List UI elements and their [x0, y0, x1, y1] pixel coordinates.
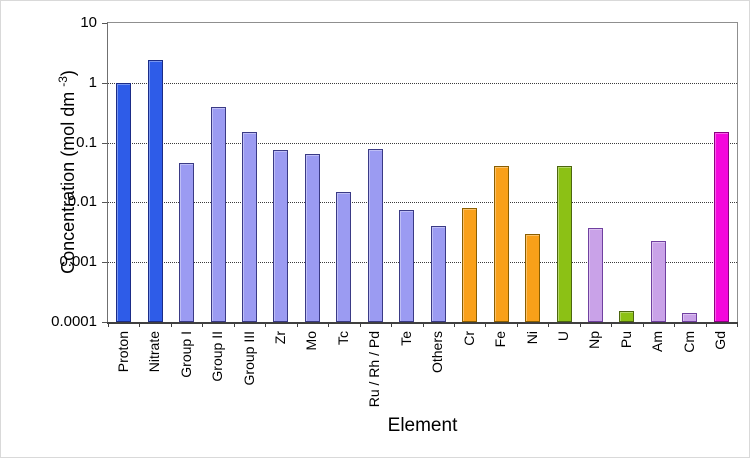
- x-tick-mark: [485, 323, 487, 327]
- x-category-label-nitrate: Nitrate: [146, 331, 163, 373]
- x-tick-mark: [359, 323, 361, 327]
- y-tick-mark: [102, 82, 107, 84]
- x-category-label-u: U: [555, 331, 572, 342]
- y-axis-title-text: Concentration (mol dm: [58, 86, 78, 274]
- bar-te: [399, 209, 415, 322]
- x-tick-mark: [737, 323, 738, 327]
- bar-pu: [619, 311, 635, 322]
- bar-cr: [462, 208, 478, 322]
- bar-am: [650, 240, 666, 322]
- y-axis-title-suffix: ): [58, 70, 78, 77]
- bar-proton: [116, 82, 132, 322]
- x-tick-mark: [548, 323, 550, 327]
- x-category-label-group-ii: Group II: [209, 331, 226, 382]
- y-tick-label-0.001: 0.001: [59, 253, 97, 271]
- bar-nitrate: [147, 60, 163, 322]
- x-tick-mark: [139, 323, 141, 327]
- x-category-label-gd: Gd: [712, 331, 729, 350]
- bar-fe: [493, 166, 509, 322]
- x-category-label-tc: Tc: [334, 331, 351, 345]
- x-category-label-pu: Pu: [617, 331, 634, 349]
- x-category-label-ni: Ni: [523, 331, 540, 345]
- x-category-label-group-i: Group I: [177, 331, 194, 378]
- y-tick-mark: [102, 23, 107, 24]
- x-category-label-ru-rh-pd: Ru / Rh / Pd: [366, 331, 383, 408]
- x-tick-mark: [705, 323, 707, 327]
- y-tick-mark: [102, 262, 107, 264]
- y-tick-mark: [102, 202, 107, 204]
- x-category-label-fe: Fe: [492, 331, 509, 348]
- bar-gd: [713, 132, 729, 322]
- x-category-label-zr: Zr: [271, 331, 288, 345]
- x-category-label-te: Te: [397, 331, 414, 346]
- bar-cm: [682, 313, 698, 322]
- bar-others: [430, 226, 446, 322]
- y-tick-mark: [102, 322, 107, 323]
- gridline-0.01: [108, 202, 737, 204]
- x-tick-mark: [422, 323, 424, 327]
- plot-border-top: [107, 22, 738, 23]
- x-category-label-group-iii: Group III: [240, 331, 257, 386]
- y-tick-label-1: 1: [88, 73, 97, 91]
- gridline-1: [108, 82, 737, 84]
- x-tick-mark: [642, 323, 644, 327]
- bar-zr: [273, 150, 289, 322]
- bar-tc: [336, 191, 352, 322]
- x-tick-mark: [328, 323, 330, 327]
- x-category-label-others: Others: [429, 331, 446, 374]
- x-tick-mark: [611, 323, 613, 327]
- y-tick-label-0.1: 0.1: [76, 133, 97, 151]
- x-tick-mark: [296, 323, 298, 327]
- plot-area: [108, 23, 737, 322]
- y-tick-label-0.0001: 0.0001: [51, 313, 97, 330]
- x-category-label-mo: Mo: [303, 331, 320, 351]
- x-category-label-am: Am: [649, 331, 666, 352]
- bar-group-iii: [242, 132, 258, 322]
- y-tick-mark: [102, 142, 107, 144]
- bar-u: [556, 166, 572, 322]
- bar-group-i: [179, 163, 195, 322]
- x-axis-title: Element: [387, 415, 458, 436]
- x-tick-mark: [202, 323, 204, 327]
- y-tick-label-0.01: 0.01: [67, 193, 97, 211]
- bar-ru-rh-pd: [367, 149, 383, 322]
- y-axis-title: Concentration (mol dm -3): [50, 12, 78, 332]
- gridline-0.1: [108, 142, 737, 144]
- y-axis-line: [107, 22, 108, 322]
- x-tick-mark: [453, 323, 455, 327]
- x-category-label-cr: Cr: [460, 331, 477, 346]
- bar-np: [587, 228, 603, 322]
- x-category-label-cm: Cm: [680, 331, 697, 353]
- bar-group-ii: [210, 106, 226, 322]
- x-tick-mark: [170, 323, 172, 327]
- x-tick-mark: [265, 323, 267, 327]
- gridline-0.001: [108, 262, 737, 264]
- x-tick-mark: [108, 323, 109, 327]
- y-tick-label-10: 10: [80, 14, 97, 31]
- x-tick-mark: [516, 323, 518, 327]
- plot-border-right: [737, 22, 738, 323]
- x-tick-mark: [233, 323, 235, 327]
- y-axis-title-superscript: -3: [56, 76, 70, 87]
- x-category-label-proton: Proton: [114, 331, 131, 373]
- x-tick-mark: [579, 323, 581, 327]
- bar-mo: [304, 153, 320, 322]
- x-tick-mark: [391, 323, 393, 327]
- bar-ni: [525, 233, 541, 322]
- x-category-label-np: Np: [586, 331, 603, 349]
- x-tick-mark: [674, 323, 676, 327]
